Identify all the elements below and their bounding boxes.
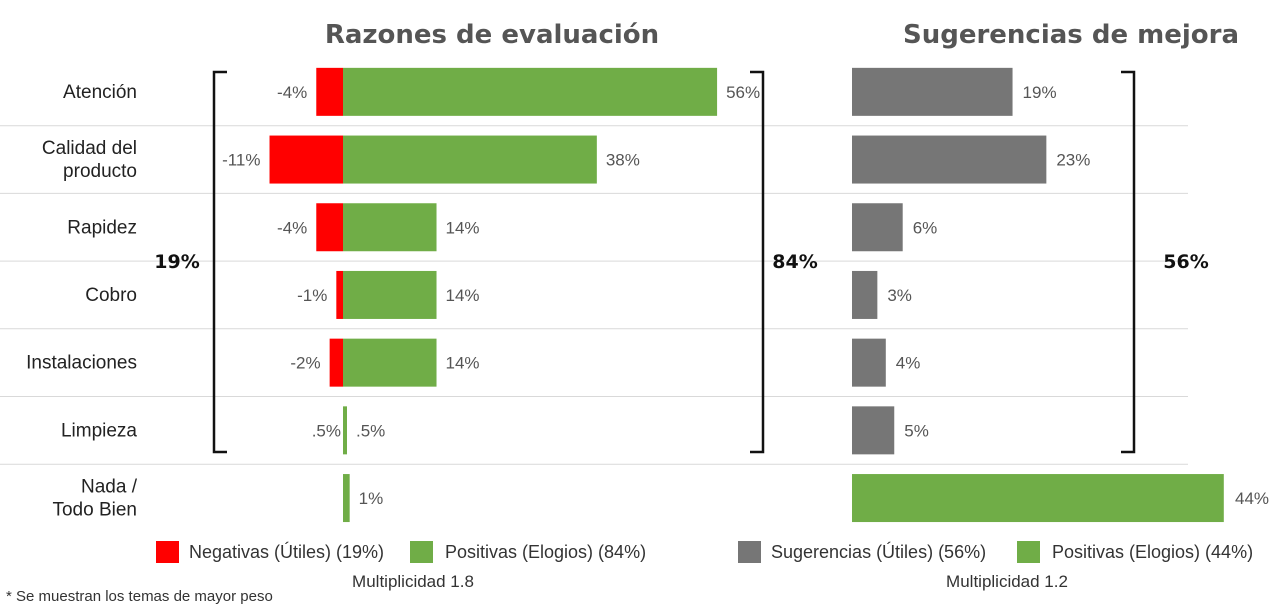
praise-bar (852, 474, 1224, 523)
right-multiplicity: Multiplicidad 1.2 (946, 572, 1068, 591)
right-chart-bars: 19% 23% 6% 3% 4% 5% 44% (852, 67, 1269, 523)
negative-bar (316, 203, 343, 252)
middle-bracket-value: 84% (772, 251, 817, 273)
positive-value-label: .5% (356, 421, 385, 440)
legend-swatch-positivas-right (1017, 541, 1040, 563)
legend-swatch-sugerencias (738, 541, 761, 563)
suggestion-value-label: 23% (1056, 151, 1090, 170)
suggestion-value-label: 3% (887, 286, 912, 305)
suggestion-value-label: 6% (913, 218, 938, 237)
suggestion-bar (852, 406, 895, 455)
legend-label-negativas: Negativas (Útiles) (19%) (189, 541, 384, 562)
suggestion-value-label: 19% (1023, 83, 1057, 102)
suggestion-bar (852, 203, 903, 252)
negative-value-label: .5% (312, 421, 341, 440)
praise-value-label: 44% (1235, 489, 1269, 508)
suggestion-bar (852, 338, 886, 387)
right-bracket (1121, 70, 1136, 454)
legend-label-positivas-right: Positivas (Elogios) (44%) (1052, 542, 1253, 562)
negative-bar (336, 270, 343, 319)
left-multiplicity: Multiplicidad 1.8 (352, 572, 474, 591)
positive-value-label: 38% (606, 151, 640, 170)
legend-label-sugerencias: Sugerencias (Útiles) (56%) (771, 541, 986, 562)
negative-value-label: -11% (222, 151, 260, 170)
footnote: * Se muestran los temas de mayor peso (6, 588, 273, 605)
positive-bar (343, 203, 437, 252)
negative-value-label: -4% (277, 218, 307, 237)
positive-bar (343, 270, 437, 319)
category-label: Cobro (85, 285, 137, 306)
brackets: 19% 84% 56% (154, 70, 1209, 454)
negative-bar (269, 135, 343, 184)
left-chart-title: Razones de evaluación (325, 20, 659, 50)
negative-bar (316, 67, 343, 116)
right-bracket-value: 56% (1163, 251, 1208, 273)
positive-value-label: 56% (726, 83, 760, 102)
positive-bar (343, 474, 350, 523)
positive-bar (343, 338, 437, 387)
negative-value-label: -4% (277, 83, 307, 102)
category-label: Calidad del producto (42, 138, 137, 182)
positive-value-label: 14% (446, 286, 480, 305)
row-gridlines (0, 125, 1188, 465)
positive-bar (343, 135, 597, 184)
positive-value-label: 1% (359, 489, 384, 508)
legend: Negativas (Útiles) (19%) Positivas (Elog… (156, 541, 1253, 563)
category-label: Nada / Todo Bien (52, 477, 137, 521)
left-bracket-left (212, 70, 227, 454)
suggestion-bar (852, 67, 1013, 116)
positive-bar (343, 67, 718, 116)
negative-value-label: -1% (297, 286, 327, 305)
positive-value-label: 14% (446, 218, 480, 237)
category-label: Limpieza (61, 420, 137, 441)
suggestion-bar (852, 270, 878, 319)
suggestion-bar (852, 135, 1047, 184)
positive-bar (343, 406, 347, 455)
category-labels: Atención Calidad del producto Rapidez Cobro I… (26, 82, 138, 521)
category-label: Rapidez (67, 217, 137, 238)
category-label: Atención (63, 82, 137, 103)
left-chart-bars: -4% 56% -11% 38% -4% 14% -1% 14% -2% 14% .5% .5% 1% (222, 67, 760, 523)
negative-value-label: -2% (290, 354, 320, 373)
legend-swatch-negativas (156, 541, 179, 563)
positive-value-label: 14% (446, 354, 480, 373)
negative-bar (329, 338, 343, 387)
suggestion-value-label: 4% (896, 354, 921, 373)
suggestion-value-label: 5% (904, 421, 929, 440)
category-label: Instalaciones (26, 353, 137, 374)
legend-label-positivas-left: Positivas (Elogios) (84%) (445, 542, 646, 562)
left-bracket-right (750, 70, 765, 454)
left-bracket-value: 19% (154, 251, 199, 273)
right-chart-title: Sugerencias de mejora (903, 20, 1239, 50)
legend-swatch-positivas-left (410, 541, 433, 563)
